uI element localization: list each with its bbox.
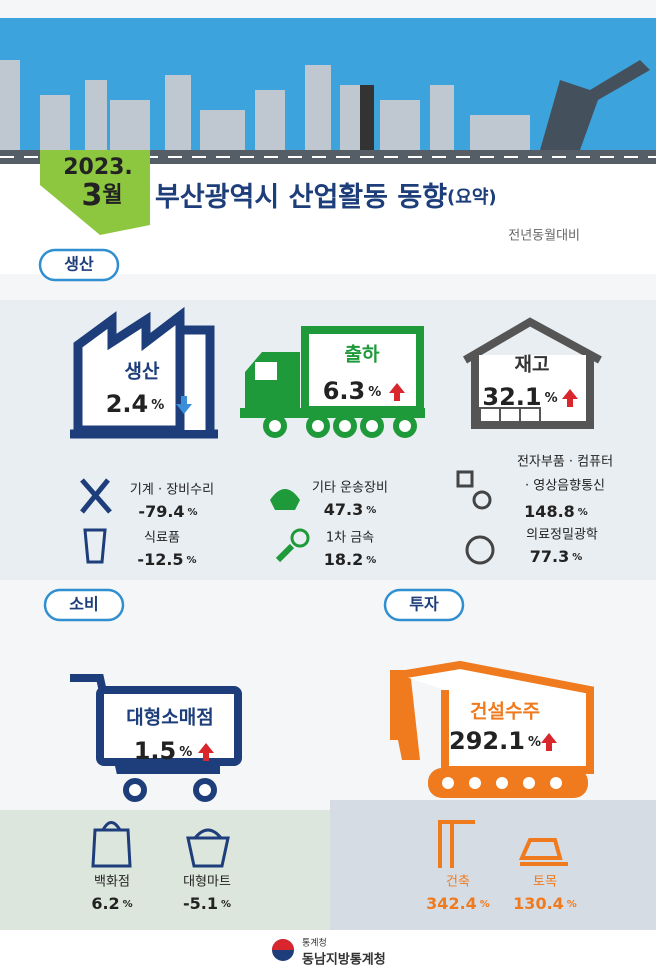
item-value: -79.4% <box>138 502 197 521</box>
item-value: -5.1% <box>183 894 231 913</box>
truck-icon <box>240 326 425 438</box>
main-label: 재고 <box>515 354 550 376</box>
comparison-note: 전년동월대비 <box>508 229 580 244</box>
month: 3월 <box>81 178 122 213</box>
item-label: 기타 운송장비 <box>312 481 388 496</box>
main-value-unit: % <box>151 398 164 413</box>
item-value-unit: % <box>567 899 577 910</box>
item-value: 130.4% <box>513 894 577 913</box>
item-label: 백화점 <box>94 875 130 890</box>
arrow-up <box>198 743 214 761</box>
section-pill <box>383 588 465 622</box>
main-value-number: 2.4 <box>106 390 149 418</box>
item-value-unit: % <box>366 505 376 516</box>
city-backdrop <box>330 800 656 950</box>
main-value-number: 1.5 <box>134 737 177 765</box>
section-pill <box>43 588 125 622</box>
main-label: 대형소매점 <box>126 707 213 729</box>
office: 동남지방통계청 <box>302 952 386 968</box>
item-value-number: 47.3 <box>324 500 363 519</box>
section-label: 투자 <box>409 595 439 614</box>
item-value: 148.8% <box>524 502 588 521</box>
item-label: 전자부품 · 컴퓨터 <box>517 455 613 470</box>
emblem-top <box>272 939 294 950</box>
item-value-unit: % <box>188 507 198 518</box>
main-label: 건설수주 <box>470 701 540 723</box>
item-value-unit: % <box>123 899 133 910</box>
item-label: 건축 <box>446 875 470 890</box>
main-value-number: 6.3 <box>323 377 366 405</box>
main-value-unit: % <box>528 735 541 750</box>
road <box>0 150 656 164</box>
footer-bar <box>0 930 656 980</box>
month-number: 3 <box>81 178 102 213</box>
item-value-number: -12.5 <box>137 550 183 569</box>
item-value-unit: % <box>572 552 582 563</box>
item-value-number: 148.8 <box>524 502 575 521</box>
item-value: 342.4% <box>426 894 490 913</box>
arrow-down <box>176 396 192 414</box>
skyline <box>0 60 530 150</box>
main-label: 생산 <box>125 361 160 383</box>
title-main: 부산광역시 산업활동 동향 <box>155 182 447 213</box>
main-value: 292.1% <box>449 727 541 755</box>
excavator-icon <box>390 660 594 798</box>
item-value: 6.2% <box>91 894 132 913</box>
main-value: 6.3% <box>323 377 382 405</box>
item-value-unit: % <box>366 555 376 566</box>
main-value: 1.5% <box>134 737 193 765</box>
item-value-unit: % <box>578 507 588 518</box>
crane <box>540 60 650 150</box>
item-value-number: 18.2 <box>324 550 363 569</box>
month-unit: 월 <box>102 183 122 208</box>
item-value: 47.3% <box>324 500 377 519</box>
item-label: 1차 금속 <box>326 531 374 546</box>
item-value-unit: % <box>187 555 197 566</box>
item-value-number: 6.2 <box>91 894 119 913</box>
main-value-unit: % <box>368 385 381 400</box>
section-pill <box>38 248 120 282</box>
date-badge <box>40 150 150 235</box>
main-value: 2.4% <box>106 390 165 418</box>
year: 2023. <box>63 155 133 180</box>
item-value-unit: % <box>480 899 490 910</box>
main-label: 출하 <box>345 344 380 366</box>
item-label: 토목 <box>533 875 557 890</box>
house-icon <box>462 317 602 429</box>
small-icons <box>80 470 568 868</box>
item-label: · 영상음향통신 <box>525 479 605 494</box>
main-value-unit: % <box>545 391 558 406</box>
title-suffix: (요약) <box>447 186 497 208</box>
item-label: 의료정밀광학 <box>526 528 598 543</box>
item-label: 식료품 <box>144 531 180 546</box>
arrow-up <box>389 383 405 401</box>
item-label: 기계 · 장비수리 <box>130 483 214 498</box>
item-value-unit: % <box>221 899 231 910</box>
chimney <box>360 85 374 150</box>
item-value-number: -5.1 <box>183 894 218 913</box>
item-value-number: 130.4 <box>513 894 564 913</box>
main-value-unit: % <box>179 745 192 760</box>
main-value-number: 292.1 <box>449 727 525 755</box>
main-value-number: 32.1 <box>482 383 541 411</box>
main-value: 32.1% <box>482 383 557 411</box>
cart-icon <box>70 674 242 802</box>
item-value: 18.2% <box>324 550 377 569</box>
title: 부산광역시 산업활동 동향(요약) <box>155 182 497 213</box>
arrow-up <box>541 733 557 751</box>
item-label: 대형마트 <box>183 875 231 890</box>
item-value: -12.5% <box>137 550 196 569</box>
item-value-number: 77.3 <box>530 547 569 566</box>
item-value-number: -79.4 <box>138 502 184 521</box>
section-label: 소비 <box>69 595 98 614</box>
item-value-number: 342.4 <box>426 894 477 913</box>
section-label: 생산 <box>64 255 94 274</box>
item-value: 77.3% <box>530 547 583 566</box>
arrow-up <box>562 389 578 407</box>
agency: 통계청 <box>302 937 327 949</box>
